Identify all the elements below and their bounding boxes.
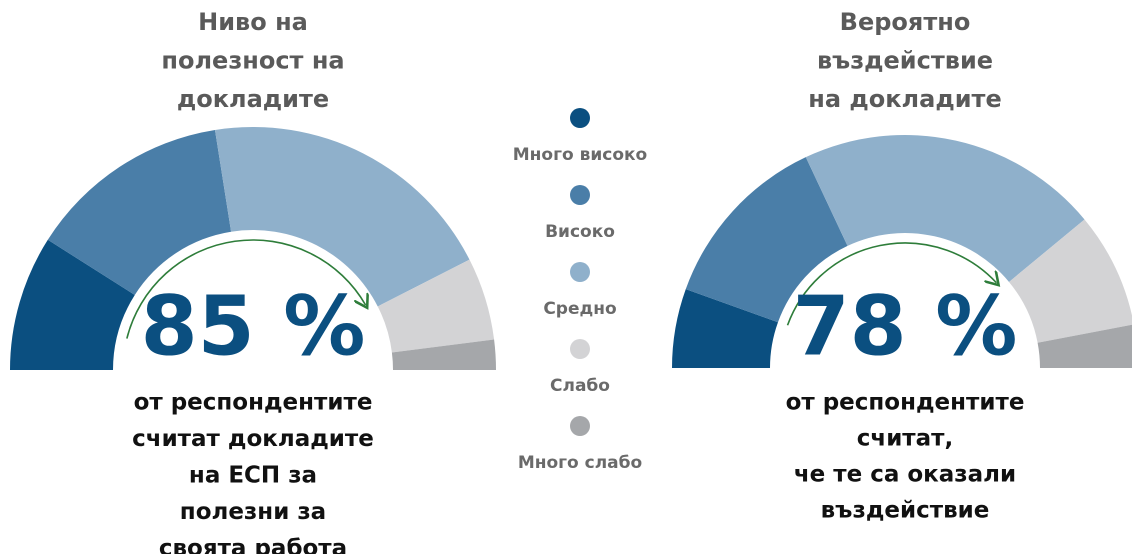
legend-swatch bbox=[570, 339, 590, 359]
legend-label: Високо bbox=[545, 222, 615, 242]
legend-swatch bbox=[570, 108, 590, 128]
chart-title: Ниво на bbox=[198, 8, 308, 36]
legend-label: Много слабо bbox=[518, 453, 642, 473]
legend-label: Много високо bbox=[513, 145, 647, 165]
subtitle: въздействие bbox=[821, 498, 990, 524]
gauge-segment bbox=[47, 129, 232, 295]
legend-swatch bbox=[570, 185, 590, 205]
gauge-segment bbox=[805, 135, 1085, 282]
chart-title: Вероятно bbox=[840, 8, 971, 36]
chart-title: на докладите bbox=[808, 85, 1001, 113]
progress-arrow bbox=[126, 239, 366, 339]
legend-swatch bbox=[570, 262, 590, 282]
chart-title: въздействие bbox=[817, 47, 993, 75]
headline-value: 85 % bbox=[141, 279, 366, 374]
subtitle: считат, bbox=[857, 426, 953, 452]
legend-label: Слабо bbox=[550, 376, 610, 396]
gauge-segment bbox=[685, 157, 848, 323]
subtitle: полезни за bbox=[180, 499, 326, 525]
subtitle: своята работа bbox=[159, 536, 347, 554]
subtitle: от респондентите bbox=[134, 390, 373, 416]
gauge-segment bbox=[377, 259, 495, 353]
chart-title: полезност на bbox=[161, 47, 344, 75]
legend-swatch bbox=[570, 416, 590, 436]
legend-label: Средно bbox=[543, 299, 616, 319]
progress-arrow bbox=[786, 242, 997, 326]
gauge-segment bbox=[672, 289, 778, 368]
gauge-segment bbox=[214, 126, 470, 307]
subtitle: считат докладите bbox=[132, 426, 374, 452]
gauge-segment bbox=[1037, 324, 1132, 368]
gauge-segment bbox=[1009, 219, 1132, 343]
subtitle: от респондентите bbox=[786, 390, 1025, 416]
gauge-segment bbox=[10, 239, 135, 370]
gauge-segment bbox=[391, 339, 496, 370]
headline-value: 78 % bbox=[793, 279, 1018, 374]
subtitle: че те са оказали bbox=[794, 462, 1016, 488]
subtitle: на ЕСП за bbox=[189, 463, 317, 489]
chart-title: докладите bbox=[177, 85, 329, 113]
